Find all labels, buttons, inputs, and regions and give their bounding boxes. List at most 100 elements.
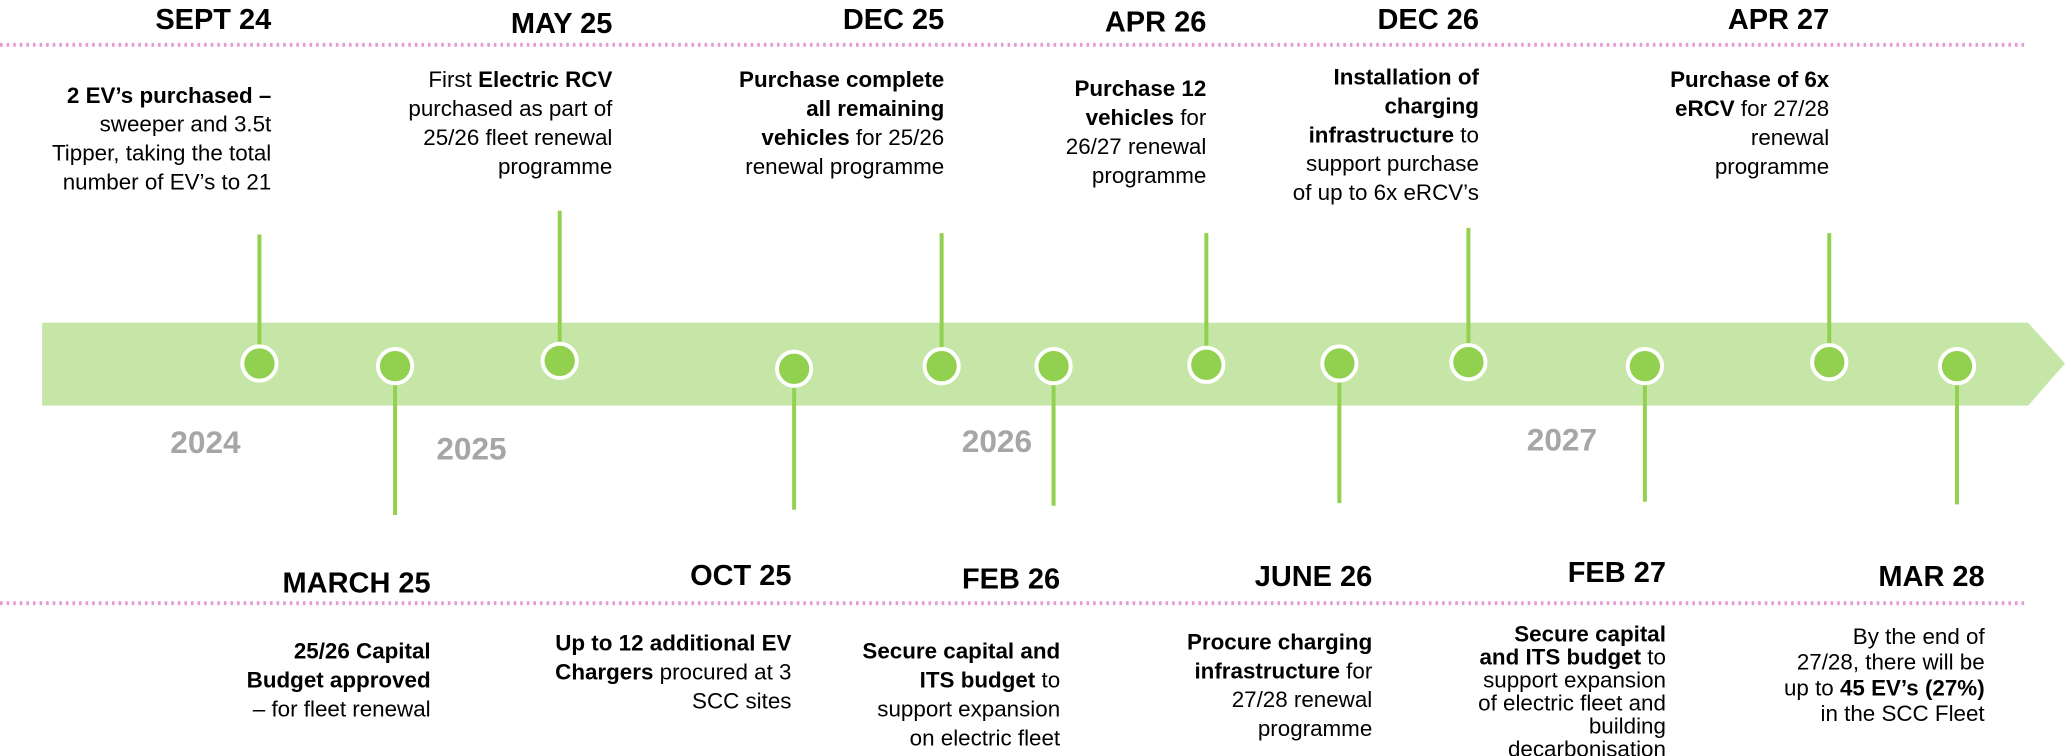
milestone-text-line: support purchase [1306, 151, 1479, 176]
milestone-text-line: infrastructure for [1194, 658, 1372, 683]
milestone-text-line: support expansion [1483, 667, 1666, 692]
milestone-date: DEC 25 [843, 4, 944, 36]
milestone-text-line: Tipper, taking the total [52, 141, 271, 166]
milestone-text-line: number of EV’s to 21 [63, 170, 272, 195]
milestone-dot [1320, 344, 1359, 383]
milestone-text-line: decarbonisation [1508, 737, 1666, 756]
milestone-text-line: Secure capital and [862, 639, 1060, 664]
milestone-text-line: Procure charging [1187, 629, 1372, 654]
milestone-text-line: all remaining [806, 96, 944, 121]
milestone-dot [1810, 343, 1849, 382]
milestone-dot [1449, 343, 1488, 382]
text-segment: on electric fleet [910, 725, 1061, 750]
text-segment: – for fleet renewal [253, 696, 431, 721]
milestone-text-line: Purchase of 6x [1670, 67, 1830, 92]
milestone-text-line: Purchase 12 [1074, 76, 1206, 101]
year-label: 2027 [1527, 421, 1597, 457]
milestone-text-line: SCC sites [692, 689, 791, 714]
text-segment: Purchase 12 [1074, 76, 1206, 101]
text-segment: infrastructure [1194, 658, 1339, 683]
milestone-date: JUNE 26 [1255, 561, 1373, 593]
text-segment: number of EV’s to 21 [63, 170, 272, 195]
text-segment: purchased as part of [408, 96, 613, 121]
milestone-text-line: programme [1092, 163, 1206, 188]
milestone-text-line: support expansion [877, 696, 1060, 721]
text-segment: for [1340, 658, 1373, 683]
milestone-dot [240, 344, 279, 383]
milestone-text-line: 2 EV’s purchased – [67, 83, 271, 108]
text-segment: of electric fleet and [1478, 691, 1666, 716]
text-segment: 27/28 renewal [1232, 687, 1373, 712]
text-segment: Electric RCV [478, 67, 612, 92]
milestone-text-line: ITS budget to [920, 667, 1060, 692]
milestone-date: FEB 26 [962, 564, 1060, 596]
milestone-text-line: 27/28 renewal [1232, 687, 1373, 712]
milestone-text-line: 25/26 fleet renewal [423, 125, 612, 150]
text-segment: Budget approved [247, 667, 431, 692]
text-segment: up to [1784, 675, 1840, 700]
milestone-dot [375, 347, 415, 386]
text-segment: Installation of [1334, 64, 1480, 89]
text-segment: decarbonisation [1508, 737, 1666, 756]
milestone-dot [922, 347, 961, 386]
milestone-text-line: programme [498, 154, 612, 179]
milestone-text-line: purchased as part of [408, 96, 613, 121]
milestone-date: FEB 27 [1568, 557, 1666, 589]
milestone-text-line: Secure capital [1514, 621, 1666, 646]
text-segment: eRCV [1675, 96, 1735, 121]
milestone-text-line: of electric fleet and [1478, 691, 1666, 716]
text-segment: support purchase [1306, 151, 1479, 176]
text-segment: ITS budget [920, 667, 1036, 692]
text-segment: vehicles [761, 125, 849, 150]
text-segment: support expansion [877, 696, 1060, 721]
milestone-text-line: Purchase complete [739, 67, 944, 92]
milestone-text-line: on electric fleet [910, 725, 1061, 750]
milestone-text-line: in the SCC Fleet [1821, 701, 1986, 726]
text-segment: renewal [1751, 125, 1829, 150]
milestone-text-line: sweeper and 3.5t [100, 112, 272, 137]
milestone-date: MAY 25 [511, 8, 612, 40]
milestone-text-line: vehicles for [1086, 105, 1207, 130]
milestone-text-line: 27/28, there will be [1797, 650, 1985, 675]
text-segment: 27/28, there will be [1797, 650, 1985, 675]
milestone-text-line: infrastructure to [1309, 122, 1479, 147]
milestone-text-line: Budget approved [247, 667, 431, 692]
text-segment: all remaining [806, 96, 944, 121]
text-segment: procured at 3 [653, 660, 791, 685]
milestone-dot [775, 349, 814, 388]
text-segment: programme [498, 154, 612, 179]
milestone-dot [1187, 345, 1226, 384]
text-segment: sweeper and 3.5t [100, 112, 272, 137]
year-label: 2025 [436, 431, 506, 467]
text-segment: Up to 12 additional EV [555, 631, 791, 656]
milestone-date: DEC 26 [1378, 4, 1479, 36]
milestone-text-line: By the end of [1853, 624, 1986, 649]
text-segment: 26/27 renewal [1066, 134, 1207, 159]
text-segment: Secure capital [1514, 621, 1666, 646]
text-segment: and ITS budget [1479, 644, 1641, 669]
text-segment: 2 EV’s purchased – [67, 83, 271, 108]
milestone-dot [540, 341, 579, 380]
text-segment: 45 EV’s (27%) [1840, 675, 1985, 700]
milestone-date: APR 26 [1105, 7, 1206, 39]
text-segment: for 27/28 [1735, 96, 1830, 121]
text-segment: 25/26 Capital [294, 639, 431, 664]
milestone-text-line: up to 45 EV’s (27%) [1784, 675, 1985, 700]
milestone-text-line: Installation of [1334, 64, 1480, 89]
text-segment: First [428, 67, 478, 92]
milestone-text-line: 26/27 renewal [1066, 134, 1207, 159]
milestone-dot [1937, 347, 1977, 386]
text-segment: support expansion [1483, 667, 1666, 692]
milestone-text-line: and ITS budget to [1479, 644, 1665, 669]
text-segment: Purchase of 6x [1670, 67, 1830, 92]
milestone-text-line: programme [1258, 716, 1372, 741]
text-segment: Chargers [555, 660, 653, 685]
text-segment: to [1035, 667, 1060, 692]
text-segment: building [1589, 714, 1666, 739]
text-segment: for [1174, 105, 1207, 130]
year-label: 2024 [170, 424, 241, 460]
text-segment: Tipper, taking the total [52, 141, 271, 166]
milestone-date: SEPT 24 [155, 4, 271, 36]
